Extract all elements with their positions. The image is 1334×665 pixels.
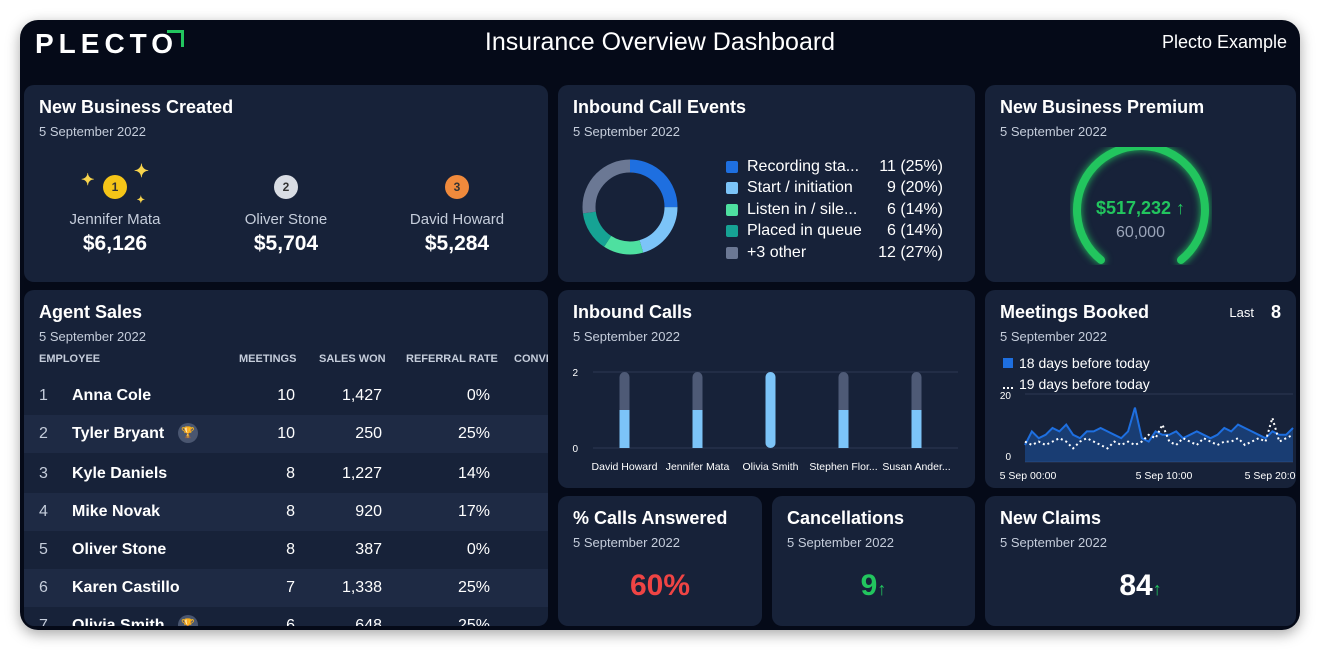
premium-value: $517,232 ↑ — [1095, 198, 1186, 218]
bar-chart: 2 0 David Howard Jennifer Mata Olivia Smith S… — [572, 368, 958, 473]
y-tick-label: 0 — [1005, 452, 1011, 463]
legend-item[interactable]: 19 days before today — [1003, 376, 1150, 392]
podium-value: $6,126 — [82, 232, 148, 255]
legend-item[interactable]: Recording sta... 11 (25%) — [723, 158, 943, 178]
series-area — [1025, 407, 1293, 462]
card-title: New Claims — [1000, 508, 1102, 528]
card-title: New Business Premium — [1000, 97, 1205, 117]
podium-second: 2 Oliver Stone $5,704 — [216, 175, 356, 256]
bar — [765, 372, 776, 448]
new-business-card[interactable]: New Business Created 5 September 2022 ✦ … — [24, 85, 548, 282]
table-row[interactable]: 5 Oliver Stone 8 387 0% — [39, 541, 490, 558]
legend-item[interactable]: +3 other 12 (27%) — [723, 244, 943, 264]
inbound-calls-card[interactable]: Inbound Calls 5 September 2022 2 0 David H… — [558, 290, 975, 488]
trophy-badge-icon: 🏆 — [178, 423, 198, 443]
column-header[interactable]: CONVE — [514, 353, 548, 365]
silver-medal-icon: 2 — [274, 175, 298, 199]
y-tick-label: 0 — [572, 444, 578, 455]
organization-name: Plecto Example — [1161, 32, 1287, 52]
bar — [619, 410, 630, 448]
table-row[interactable]: 1 Anna Cole 10 1,427 0% — [39, 387, 490, 404]
x-tick-label: Jennifer Mata — [666, 461, 730, 473]
podium-third: 3 David Howard $5,284 — [387, 175, 527, 256]
x-tick-label: David Howard — [592, 461, 658, 473]
card-title: Meetings Booked — [1000, 302, 1150, 322]
legend-item[interactable]: Listen in / sile... 6 (14%) — [723, 201, 943, 221]
area-chart: 20 0 5 Sep 00:00 5 Sep 10:00 5 Sep 20:00 — [1000, 391, 1296, 482]
donut-slice — [582, 159, 678, 255]
dashboard-title: Insurance Overview Dashboard — [484, 28, 836, 56]
card-title: New Business Created — [39, 97, 234, 117]
bronze-medal-icon: 3 — [445, 175, 469, 199]
inbound-call-events-card[interactable]: Inbound Call Events 5 September 2022 Rec… — [558, 85, 975, 282]
podium-name: David Howard — [409, 211, 505, 228]
x-tick-label: 5 Sep 20:00 — [1245, 470, 1296, 482]
gold-medal-icon: ✦ ✦ ✦ 1 — [81, 161, 149, 206]
new-business-premium-card[interactable]: New Business Premium 5 September 2022 $5… — [985, 85, 1296, 282]
x-tick-label: Olivia Smith — [742, 461, 798, 473]
card-title: Agent Sales — [39, 302, 143, 322]
column-header[interactable]: REFERRAL RATE — [406, 353, 498, 365]
x-tick-label: Stephen Flor... — [809, 461, 877, 473]
agent-sales-card[interactable]: Agent Sales 5 September 2022 EMPLOYEE ME… — [24, 290, 548, 626]
last-label: Last — [1229, 305, 1254, 320]
trophy-badge-icon: 🏆 — [178, 615, 198, 626]
podium-value: $5,704 — [253, 232, 319, 255]
premium-target: 60,000 — [1116, 224, 1165, 241]
x-tick-label: 5 Sep 10:00 — [1136, 470, 1193, 482]
table-row[interactable]: 6 Karen Castillo 7 1,338 25% — [24, 569, 548, 607]
x-tick-label: 5 Sep 00:00 — [1000, 470, 1057, 482]
card-date: 5 September 2022 — [573, 535, 680, 550]
y-tick-label: 20 — [1000, 391, 1012, 402]
plecto-logo: PLECTO — [35, 28, 185, 60]
table-row[interactable]: 7 Olivia Smith 🏆 6 648 25% — [24, 607, 548, 626]
card-date: 5 September 2022 — [573, 329, 680, 344]
legend-swatch — [1003, 358, 1013, 368]
card-date: 5 September 2022 — [1000, 329, 1107, 344]
kpi-value: 9↑ — [860, 569, 887, 602]
series-line — [1024, 414, 1294, 450]
card-date: 5 September 2022 — [39, 329, 146, 344]
podium-first: ✦ ✦ ✦ 1 Jennifer Mata $6,126 — [45, 161, 185, 256]
podium-name: Jennifer Mata — [69, 211, 161, 228]
card-title: Inbound Call Events — [573, 97, 747, 117]
legend-item[interactable]: Placed in queue 6 (14%) — [723, 222, 943, 242]
last-value: 8 — [1270, 302, 1281, 322]
card-title: % Calls Answered — [573, 508, 728, 528]
card-date: 5 September 2022 — [787, 535, 894, 550]
series-line — [1024, 407, 1294, 446]
kpi-value: 84↑ — [1119, 569, 1162, 602]
legend-swatch — [1003, 377, 1013, 389]
card-title: Cancellations — [787, 508, 905, 528]
kpi-value: 60% — [629, 569, 691, 602]
new-claims-card[interactable]: New Claims 5 September 2022 84↑ — [985, 496, 1296, 626]
table-row[interactable]: 4 Mike Novak 8 920 17% — [24, 493, 548, 531]
column-header[interactable]: SALES WON — [319, 353, 386, 365]
column-header[interactable]: EMPLOYEE — [39, 353, 101, 365]
table-row[interactable]: 3 Kyle Daniels 8 1,227 14% — [39, 465, 490, 482]
gauge-chart — [1073, 147, 1209, 264]
card-date: 5 September 2022 — [1000, 124, 1107, 139]
column-header[interactable]: MEETINGS — [239, 353, 297, 365]
meetings-booked-card[interactable]: Meetings Booked 5 September 2022 Last 8 … — [985, 290, 1296, 488]
cancellations-card[interactable]: Cancellations 5 September 2022 9↑ — [772, 496, 975, 626]
podium-name: Oliver Stone — [244, 211, 328, 228]
bar — [911, 410, 922, 448]
y-tick-label: 2 — [572, 368, 578, 379]
legend-item[interactable]: 18 days before today — [1003, 355, 1150, 371]
donut-slice — [582, 159, 678, 255]
dashboard-frame: PLECTO Insurance Overview Dashboard Plec… — [20, 20, 1300, 630]
card-date: 5 September 2022 — [573, 124, 680, 139]
calls-answered-card[interactable]: % Calls Answered 5 September 2022 60% — [558, 496, 762, 626]
bar — [692, 410, 703, 448]
bar — [838, 410, 849, 448]
card-date: 5 September 2022 — [39, 124, 146, 139]
card-title: Inbound Calls — [573, 302, 692, 322]
card-date: 5 September 2022 — [1000, 535, 1107, 550]
podium-value: $5,284 — [424, 232, 490, 255]
x-tick-label: Susan Ander... — [882, 461, 950, 473]
donut-chart — [582, 159, 678, 255]
table-row[interactable]: 2 Tyler Bryant 🏆 10 250 25% — [24, 415, 548, 453]
legend-item[interactable]: Start / initiation 9 (20%) — [723, 179, 943, 199]
